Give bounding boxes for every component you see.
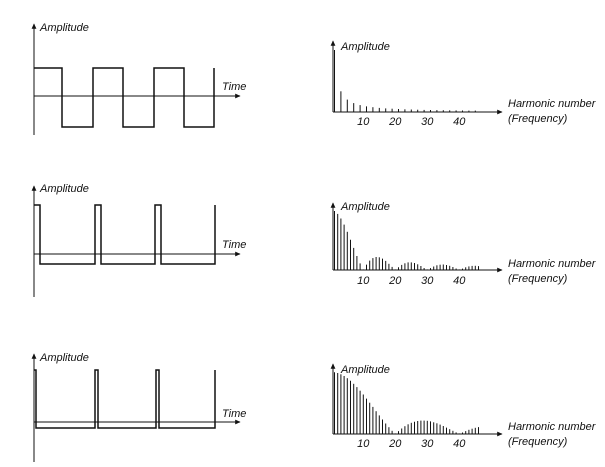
- panel-2: Amplitude Time Amplitude Harmonic number…: [31, 183, 597, 297]
- tick-label: 30: [421, 438, 434, 450]
- waveform-1-y-label: Amplitude: [39, 22, 89, 34]
- spectrum-1: Amplitude Harmonic number (Frequency) 10…: [330, 40, 597, 128]
- spectrum-1-tick-labels: 10 20 30 40: [357, 116, 466, 128]
- tick-label: 20: [388, 116, 402, 128]
- waveform-1-signal: [34, 67, 215, 128]
- tick-label: 10: [357, 438, 370, 450]
- tick-label: 30: [421, 275, 434, 287]
- panel-1: Amplitude Time Amplitude Harmonic number…: [31, 22, 597, 135]
- waveform-1: Amplitude Time: [31, 22, 246, 135]
- tick-label: 40: [453, 438, 466, 450]
- waveform-2-x-label: Time: [222, 239, 246, 251]
- spectrum-3-tick-labels: 10 20 30 40: [357, 438, 466, 450]
- spectrum-2: Amplitude Harmonic number (Frequency) 10…: [330, 201, 597, 287]
- spectrum-3-x-label-2: (Frequency): [508, 436, 568, 448]
- spectrum-1-x-label: Harmonic number: [508, 98, 597, 110]
- tick-label: 40: [453, 275, 466, 287]
- waveform-3: Amplitude Time: [31, 352, 246, 462]
- spectrum-3-bars: [334, 372, 479, 434]
- panel-3: Amplitude Time Amplitude Harmonic number…: [31, 352, 597, 462]
- tick-label: 40: [453, 116, 466, 128]
- waveform-1-x-label: Time: [222, 81, 246, 93]
- waveform-3-x-label: Time: [222, 408, 246, 420]
- spectrum-3-x-label: Harmonic number: [508, 421, 597, 433]
- spectrum-1-y-label: Amplitude: [340, 41, 390, 53]
- spectrum-1-bars: [334, 50, 476, 112]
- tick-label: 20: [388, 438, 402, 450]
- tick-label: 10: [357, 116, 370, 128]
- tick-label: 20: [388, 275, 402, 287]
- spectrum-3-y-label: Amplitude: [340, 364, 390, 376]
- spectrum-2-tick-labels: 10 20 30 40: [357, 275, 466, 287]
- waveform-2: Amplitude Time: [31, 183, 246, 297]
- waveform-3-signal: [34, 369, 216, 429]
- waveform-2-y-label: Amplitude: [39, 183, 89, 195]
- spectrum-2-bars: [334, 211, 479, 270]
- spectrum-2-x-label-2: (Frequency): [508, 273, 568, 285]
- tick-label: 10: [357, 275, 370, 287]
- spectrum-1-x-label-2: (Frequency): [508, 113, 568, 125]
- waveform-2-signal: [34, 204, 216, 265]
- spectrum-2-x-label: Harmonic number: [508, 258, 597, 270]
- tick-label: 30: [421, 116, 434, 128]
- spectrum-3: Amplitude Harmonic number (Frequency) 10…: [330, 363, 597, 450]
- spectrum-2-y-label: Amplitude: [340, 201, 390, 213]
- waveform-3-y-label: Amplitude: [39, 352, 89, 364]
